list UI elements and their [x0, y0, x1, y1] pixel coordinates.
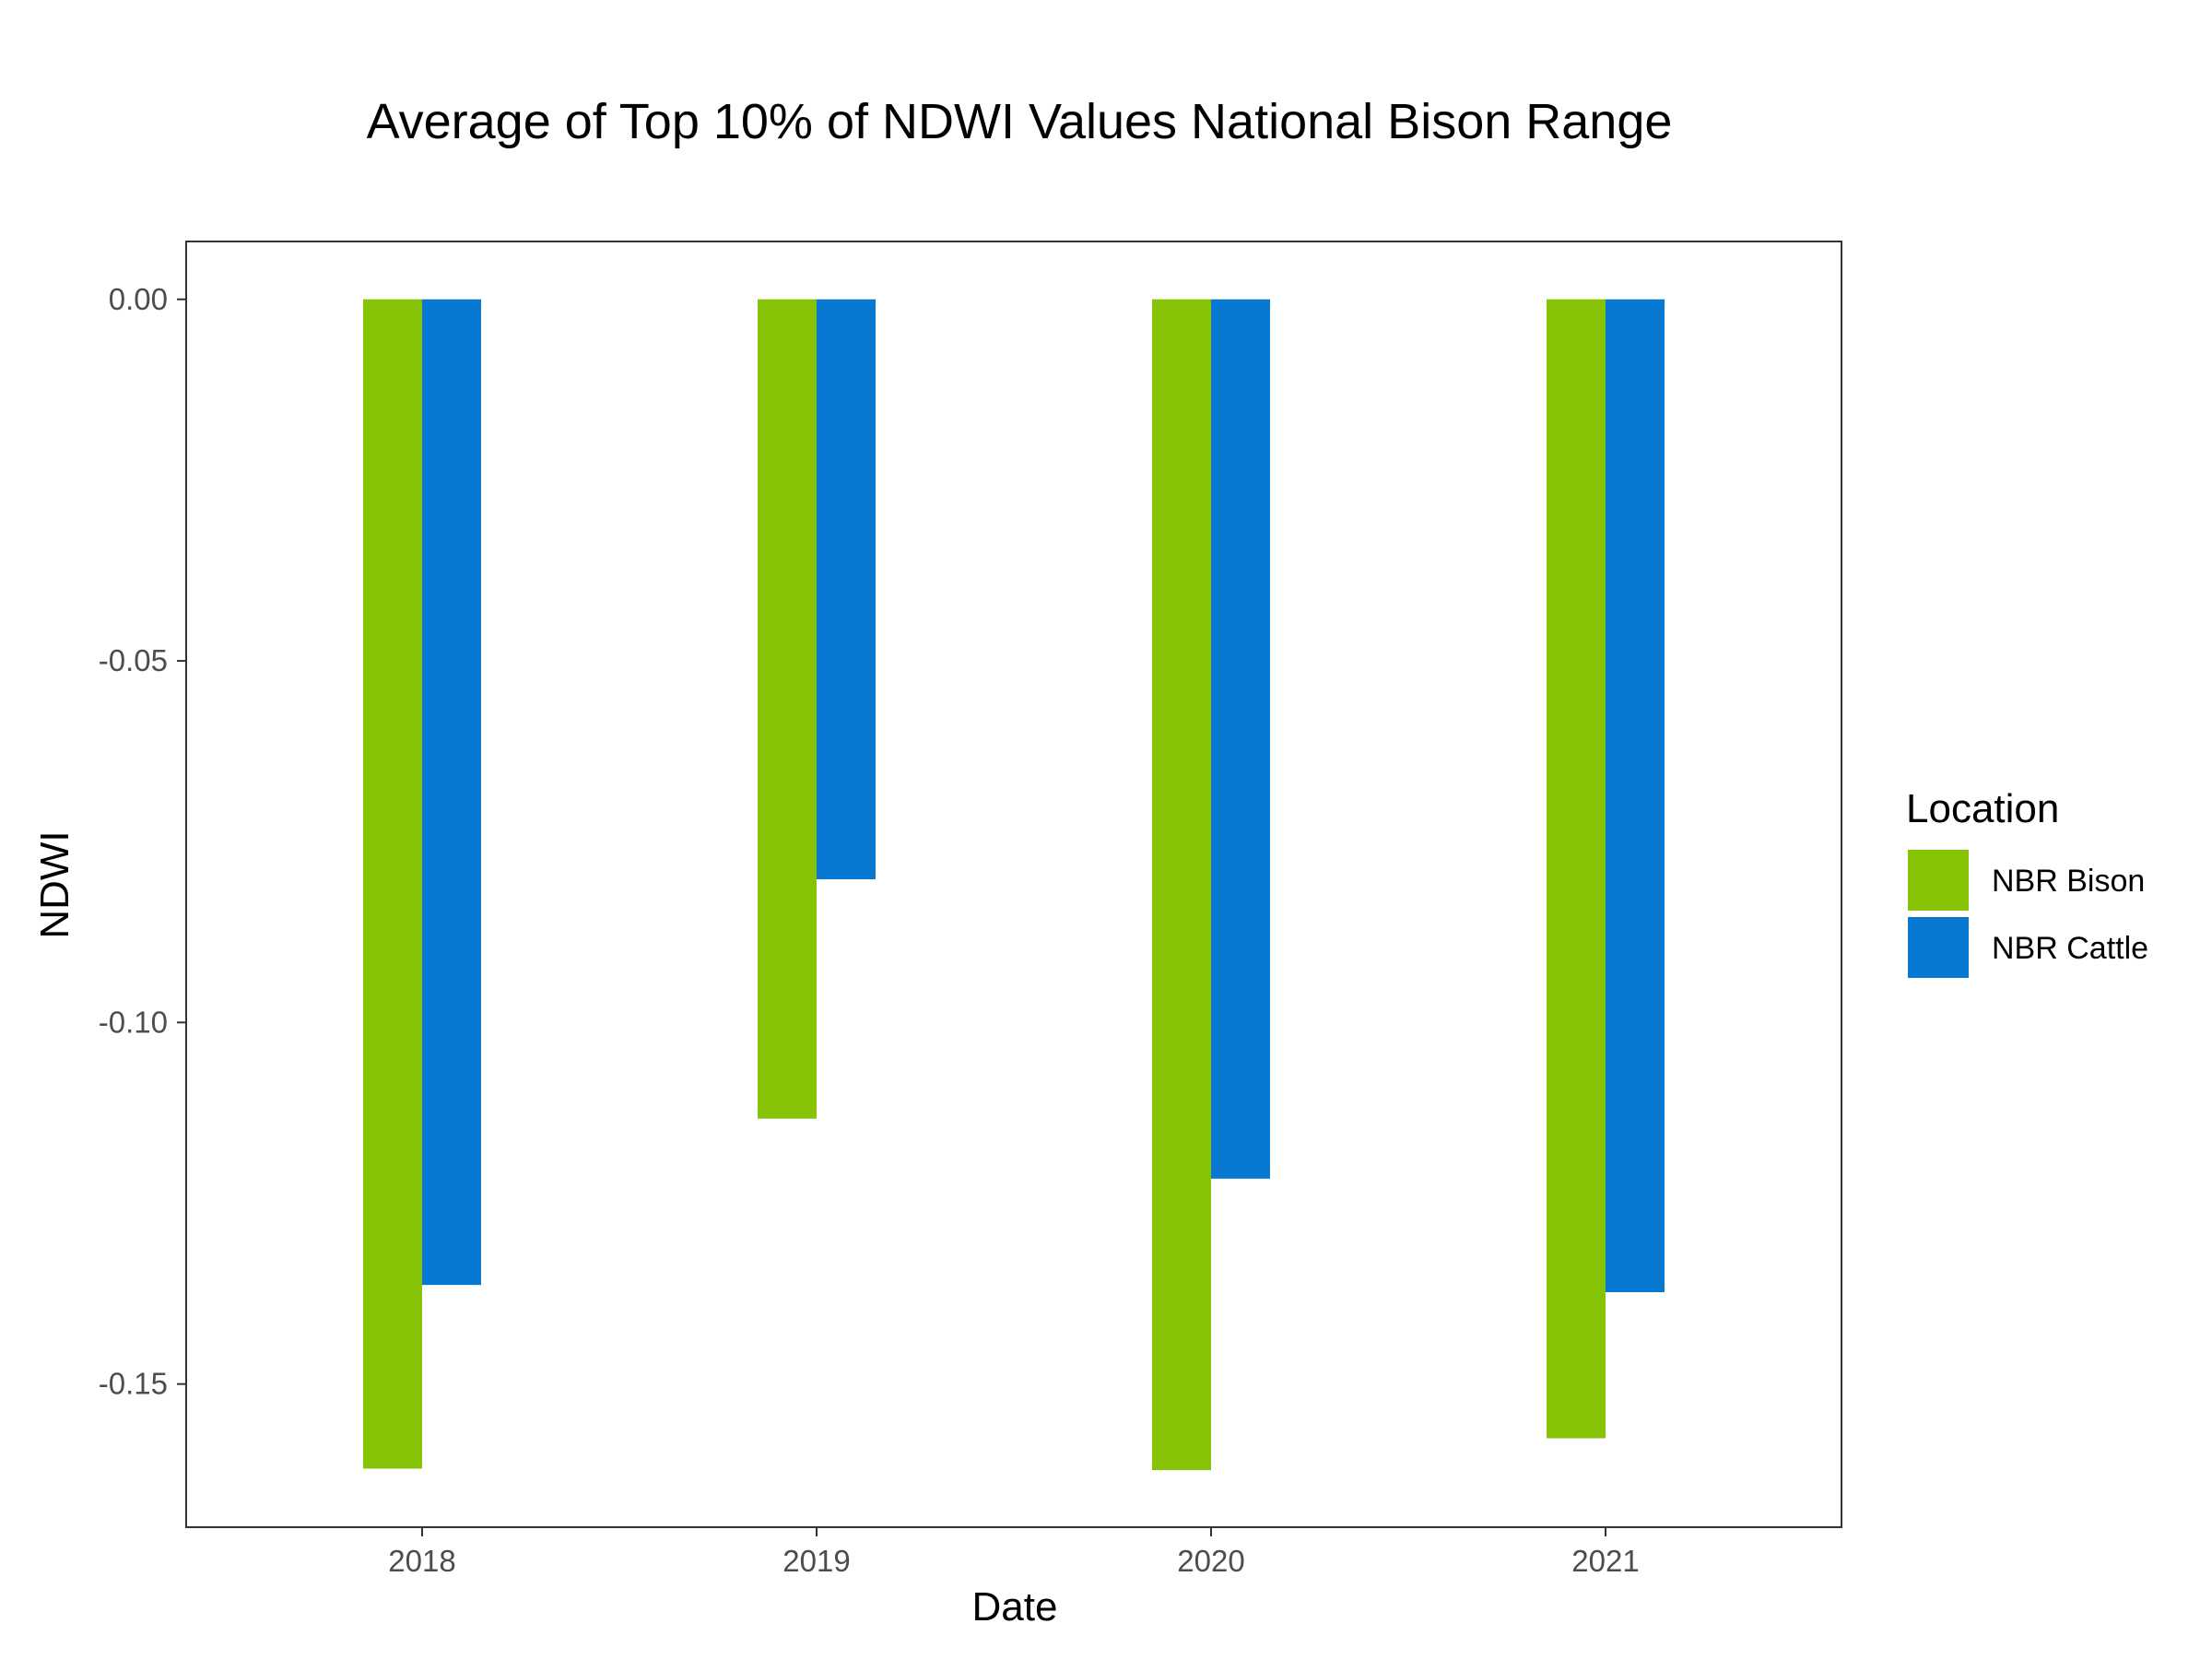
x-tick-label: 2019: [782, 1544, 850, 1578]
legend-label: NBR Cattle: [1992, 931, 2148, 966]
x-tick-label: 2021: [1571, 1544, 1639, 1578]
bar-nbr-bison-2021: [1547, 299, 1606, 1439]
x-tick-label: 2020: [1177, 1544, 1244, 1578]
bar-nbr-bison-2020: [1152, 299, 1211, 1471]
x-axis: 2018 2019 2020 2021: [388, 1527, 1640, 1578]
y-tick-label: -0.05: [99, 643, 168, 677]
bar-nbr-cattle-2020: [1211, 299, 1270, 1179]
legend-title: Location: [1906, 786, 2059, 831]
bars-group: [363, 299, 1665, 1471]
bar-nbr-cattle-2019: [817, 299, 876, 880]
y-axis-title: NDWI: [32, 830, 77, 938]
legend-key-nbr-bison: [1908, 850, 1969, 911]
y-axis: 0.00 -0.05 -0.10 -0.15: [99, 282, 186, 1401]
legend-label: NBR Bison: [1992, 864, 2145, 899]
bar-nbr-cattle-2018: [422, 299, 481, 1286]
x-tick-label: 2018: [388, 1544, 455, 1578]
plot-panel-border: [185, 241, 1842, 1528]
y-tick-label: -0.10: [99, 1005, 168, 1039]
legend: Location NBR Bison NBR Cattle: [1906, 786, 2148, 978]
legend-key-nbr-cattle: [1908, 917, 1969, 978]
x-axis-title: Date: [972, 1584, 1058, 1630]
y-tick-label: -0.15: [99, 1367, 168, 1401]
bar-nbr-bison-2018: [363, 299, 422, 1469]
y-tick-label: 0.00: [109, 282, 168, 316]
bar-nbr-bison-2019: [758, 299, 817, 1119]
chart-title: Average of Top 10% of NDWI Values Nation…: [367, 94, 1673, 149]
bar-nbr-cattle-2021: [1606, 299, 1665, 1293]
